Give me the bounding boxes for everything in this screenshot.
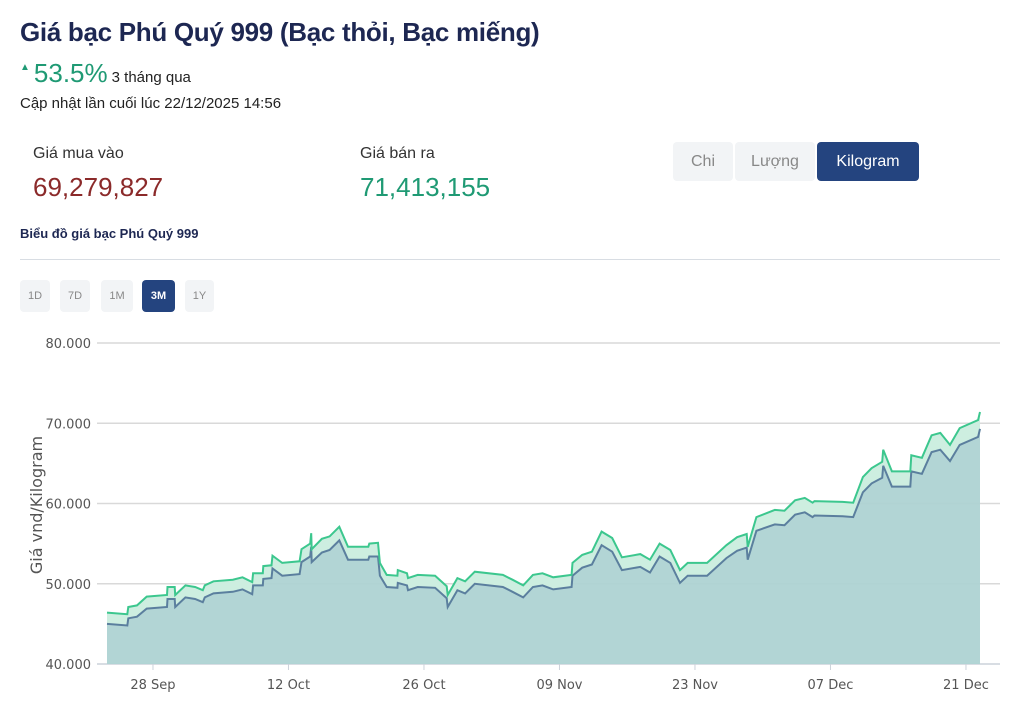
range-3m-button[interactable]: 3M bbox=[142, 280, 175, 312]
range-7d-button[interactable]: 7D bbox=[60, 280, 90, 312]
sell-price-label: Giá bán ra bbox=[360, 145, 435, 162]
x-tick-label: 09 Nov bbox=[536, 678, 582, 693]
x-tick-label: 12 Oct bbox=[267, 678, 310, 693]
x-tick-label: 26 Oct bbox=[402, 678, 445, 693]
buy-price-value: 69,279,827 bbox=[33, 172, 164, 202]
unit-chi-button[interactable]: Chi bbox=[673, 142, 733, 181]
y-tick-label: 50.000 bbox=[46, 578, 92, 593]
last-updated: Cập nhật lần cuối lúc 22/12/2025 14:56 bbox=[20, 95, 282, 112]
change-period: 3 tháng qua bbox=[111, 69, 191, 86]
price-change: ▲ 53.5% 3 tháng qua bbox=[20, 58, 191, 89]
y-tick-label: 40.000 bbox=[46, 658, 92, 673]
x-tick-label: 21 Dec bbox=[943, 678, 989, 693]
x-tick-label: 23 Nov bbox=[672, 678, 718, 693]
sell-band-area bbox=[107, 412, 980, 626]
y-tick-label: 60.000 bbox=[46, 498, 92, 513]
x-tick-label: 28 Sep bbox=[130, 678, 175, 693]
range-1m-button[interactable]: 1M bbox=[101, 280, 133, 312]
x-tick-label: 07 Dec bbox=[808, 678, 854, 693]
buy-area bbox=[107, 428, 980, 664]
triangle-up-icon: ▲ bbox=[20, 62, 30, 73]
change-percent: 53.5% bbox=[33, 58, 108, 88]
range-1d-button[interactable]: 1D bbox=[20, 280, 50, 312]
unit-kilogram-button[interactable]: Kilogram bbox=[817, 142, 919, 181]
y-tick-label: 70.000 bbox=[46, 417, 92, 432]
price-chart: 40.000 50.000 60.000 70.000 80.000 28 Sep 12 O… bbox=[27, 337, 1000, 693]
unit-luong-button[interactable]: Lượng bbox=[735, 142, 815, 181]
page-title: Giá bạc Phú Quý 999 (Bạc thỏi, Bạc miếng… bbox=[20, 17, 540, 47]
y-tick-label: 80.000 bbox=[46, 337, 92, 352]
buy-price-label: Giá mua vào bbox=[33, 145, 124, 162]
divider bbox=[20, 259, 1000, 260]
sell-series-line bbox=[106, 411, 981, 616]
chart-section-title: Biểu đồ giá bạc Phú Quý 999 bbox=[20, 226, 199, 241]
sell-price-value: 71,413,155 bbox=[360, 172, 491, 202]
y-axis-label: Giá vnd/Kilogram bbox=[27, 436, 46, 574]
range-1y-button[interactable]: 1Y bbox=[185, 280, 214, 312]
buy-series-line bbox=[106, 428, 981, 627]
